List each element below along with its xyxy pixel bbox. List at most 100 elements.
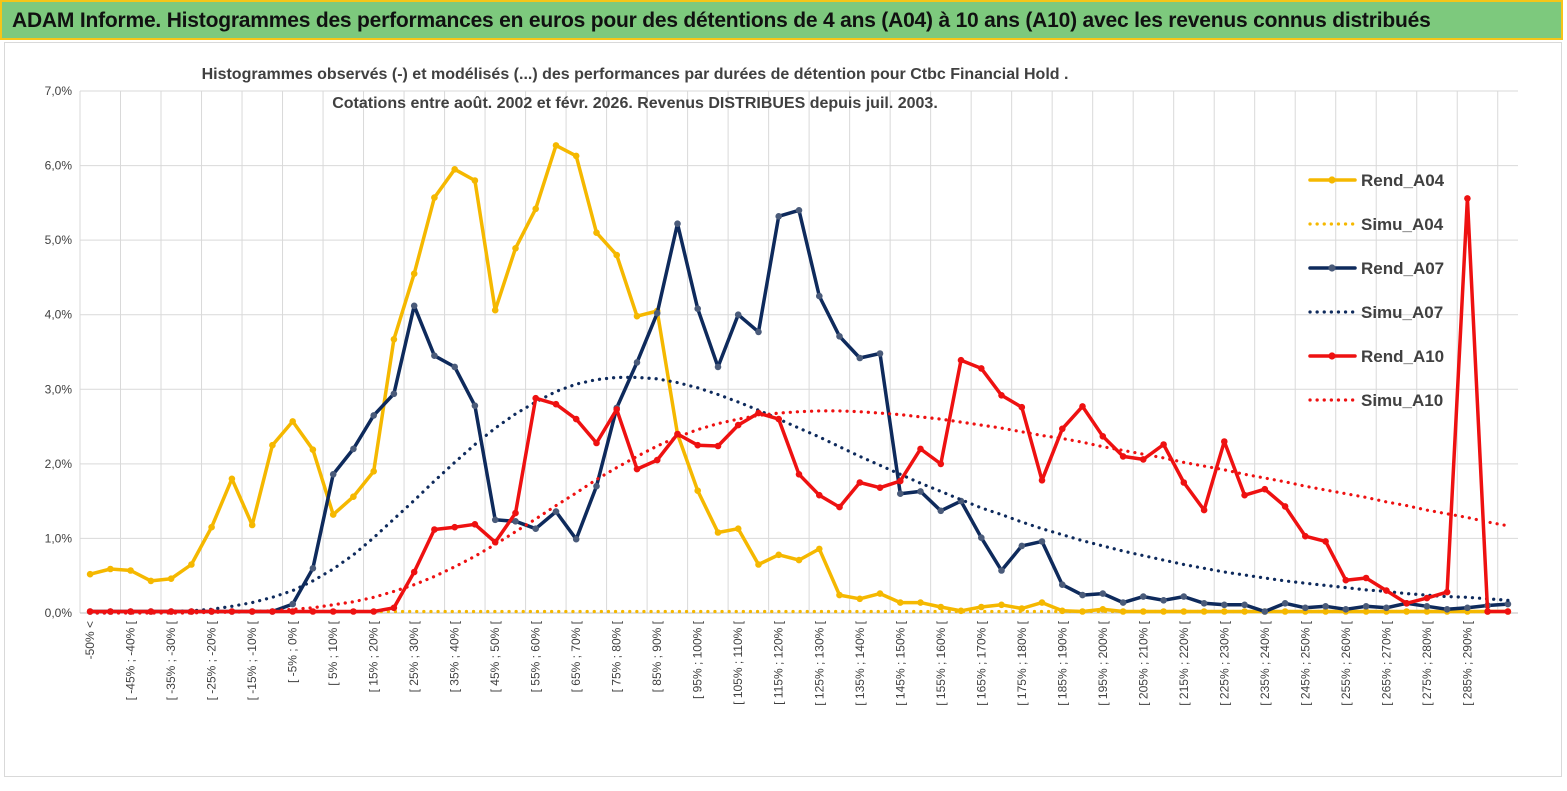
x-tick-label: [ 265% ; 270% [ xyxy=(1379,620,1393,705)
data-point xyxy=(370,608,378,615)
data-point xyxy=(694,487,701,495)
data-point xyxy=(1362,608,1370,615)
data-point xyxy=(1322,538,1329,545)
x-tick-label: [ 235% ; 240% [ xyxy=(1258,620,1272,705)
data-point xyxy=(593,229,600,236)
data-point xyxy=(1018,542,1026,550)
data-point xyxy=(1261,608,1269,615)
data-point xyxy=(552,142,560,149)
data-point xyxy=(188,561,195,568)
data-point xyxy=(876,350,884,357)
data-point xyxy=(897,490,904,498)
data-point xyxy=(1059,581,1066,588)
data-point xyxy=(1322,603,1329,610)
data-point xyxy=(998,567,1005,574)
data-point xyxy=(1423,594,1431,602)
data-point xyxy=(350,493,357,501)
header-banner: ADAM Informe. Histogrammes des performan… xyxy=(0,0,1563,40)
y-tick-label: 1,0% xyxy=(45,531,73,545)
data-point xyxy=(593,482,600,490)
data-point xyxy=(269,441,276,449)
series-simu-a10 xyxy=(88,409,1510,615)
data-point xyxy=(329,608,337,615)
data-point xyxy=(512,245,519,252)
data-point xyxy=(816,292,823,300)
x-tick-label: [ 95% ; 100% [ xyxy=(691,620,705,699)
chart-title: Histogrammes observés (-) et modélisés (… xyxy=(202,66,1069,112)
data-point xyxy=(370,412,378,419)
data-point xyxy=(390,336,398,343)
x-tick-label: [ 35% ; 40% [ xyxy=(448,620,462,692)
data-point xyxy=(1119,599,1127,606)
data-point xyxy=(653,456,661,464)
y-tick-label: 2,0% xyxy=(45,457,73,471)
data-point xyxy=(998,601,1005,609)
data-point xyxy=(167,575,175,582)
data-point xyxy=(653,309,661,317)
data-point xyxy=(431,526,438,533)
data-point xyxy=(734,421,742,429)
data-point xyxy=(876,590,884,597)
x-tick-label: [ -25% ; -20% [ xyxy=(205,620,219,700)
x-tick-label: [ 45% ; 50% [ xyxy=(488,620,502,692)
data-point xyxy=(957,356,965,364)
x-tick-label: [ 65% ; 70% [ xyxy=(569,620,583,692)
data-point xyxy=(978,365,985,372)
data-point xyxy=(572,535,580,543)
data-point xyxy=(491,516,499,524)
y-tick-label: 5,0% xyxy=(45,233,73,247)
data-point xyxy=(734,525,742,532)
data-point xyxy=(937,603,945,611)
legend: Rend_A04 Simu_A04 Rend_A07 Simu_A07 Rend_A10… xyxy=(1308,171,1445,410)
x-tick-label: [ 205% ; 210% [ xyxy=(1136,620,1150,705)
x-tick-label: [ 5% ; 10% [ xyxy=(326,620,340,685)
data-point xyxy=(1423,608,1431,615)
y-tick-label: 0,0% xyxy=(45,606,73,620)
data-point xyxy=(471,177,479,184)
data-point xyxy=(309,565,317,572)
data-point xyxy=(512,509,519,517)
data-point xyxy=(350,445,357,453)
x-tick-label: [ 165% ; 170% [ xyxy=(974,620,988,705)
data-point xyxy=(795,556,803,564)
data-point xyxy=(856,595,864,603)
series-lines xyxy=(86,142,1512,615)
data-point xyxy=(1200,506,1208,514)
legend-marker xyxy=(1328,352,1336,360)
data-point xyxy=(289,600,297,608)
data-point xyxy=(795,207,803,214)
x-tick-label: [ -35% ; -30% [ xyxy=(164,620,178,700)
data-point xyxy=(1443,606,1451,613)
data-point xyxy=(552,400,560,408)
data-point xyxy=(1403,600,1410,607)
gridlines xyxy=(79,90,1518,614)
data-point xyxy=(917,599,924,606)
data-point xyxy=(471,402,479,410)
data-point xyxy=(1180,479,1188,486)
data-point xyxy=(309,608,317,615)
data-point xyxy=(1281,503,1289,510)
data-point xyxy=(86,570,94,578)
data-point xyxy=(1504,600,1512,608)
data-point xyxy=(755,561,762,568)
data-point xyxy=(816,545,823,553)
data-point xyxy=(1180,593,1188,600)
y-tick-label: 3,0% xyxy=(45,382,73,396)
x-tick-label: [ 145% ; 150% [ xyxy=(893,620,907,705)
data-point xyxy=(775,551,782,559)
x-tick-label: [ 255% ; 260% [ xyxy=(1339,620,1353,705)
data-point xyxy=(329,471,337,478)
data-point xyxy=(127,567,134,574)
x-axis: -50% < [ -45% ; -40% [[ -35% ; -30% [[ -2… xyxy=(80,612,1518,706)
data-point xyxy=(289,418,297,425)
data-point xyxy=(917,445,924,453)
data-point xyxy=(147,577,155,585)
data-point xyxy=(1484,608,1491,615)
x-tick-label: [ 225% ; 230% [ xyxy=(1217,620,1231,705)
data-point xyxy=(1241,608,1248,615)
data-point xyxy=(1464,604,1471,612)
data-point xyxy=(694,305,701,313)
x-tick-label: [ 125% ; 130% [ xyxy=(812,620,826,705)
data-point xyxy=(897,477,904,485)
data-point xyxy=(1443,588,1451,596)
